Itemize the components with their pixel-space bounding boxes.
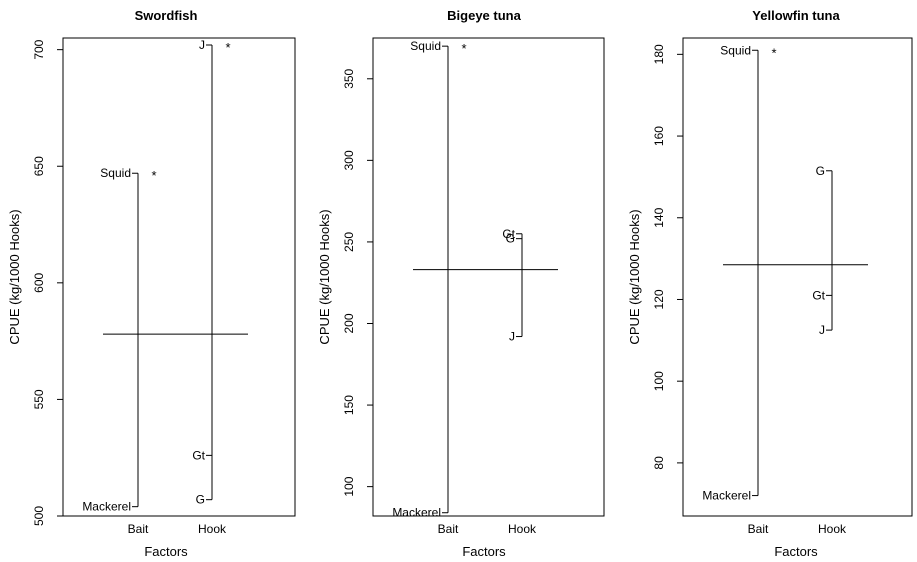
panel2-bait-significance-marker-squid: * [461,41,466,56]
panel3-bait-significance-marker-squid: * [771,45,776,60]
panel2-title: Bigeye tuna [447,8,521,23]
panel3-x-axis-label: Factors [774,544,818,559]
panel3-hook-level-label-gt: Gt [812,288,825,302]
panel3-y-tick-label-100: 100 [652,371,666,391]
panel1-hook-significance-marker-j: * [225,40,230,55]
panel3-title: Yellowfin tuna [752,8,840,23]
panel2-hook-level-label-j: J [509,330,515,344]
panel2-plot-frame [372,37,605,517]
panel1-y-tick-label-500: 500 [32,506,46,526]
panel3-y-tick-label-180: 180 [652,44,666,64]
panel2-hook-level-label-g: G [506,232,515,246]
panel2-hook-factor-label: Hook [508,522,537,536]
panel3-y-tick-label-120: 120 [652,289,666,309]
panel1-y-tick-label-650: 650 [32,156,46,176]
panel2-bait-level-label-mackerel: Mackerel [392,506,441,520]
panel3-y-tick-label-160: 160 [652,126,666,146]
panel1-hook-level-label-j: J [199,38,205,52]
panel1-y-tick-label-550: 550 [32,389,46,409]
panel3-y-tick-label-80: 80 [652,456,666,470]
panel3-y-tick-label-140: 140 [652,207,666,227]
panel1-bait-significance-marker-squid: * [151,168,156,183]
panel2-y-tick-label-300: 300 [342,150,356,170]
panel1-bait-level-label-mackerel: Mackerel [82,500,131,514]
panel2-y-axis-label: CPUE (kg/1000 Hooks) [317,209,332,344]
panel2-y-tick-label-350: 350 [342,68,356,88]
panel1-title: Swordfish [135,8,198,23]
panel2-y-tick-label-100: 100 [342,476,356,496]
panel3-y-axis-label: CPUE (kg/1000 Hooks) [627,209,642,344]
panel3-hook-factor-label: Hook [818,522,847,536]
panel1-y-tick-label-700: 700 [32,39,46,59]
panel2-y-tick-label-150: 150 [342,395,356,415]
panel1-hook-level-label-gt: Gt [192,448,205,462]
panel1-bait-factor-label: Bait [128,522,149,536]
panel1-hook-level-label-g: G [196,493,205,507]
panel1-hook-factor-label: Hook [198,522,227,536]
panel1-x-axis-label: Factors [144,544,188,559]
panel2-x-axis-label: Factors [462,544,506,559]
panel3-plot-frame [682,37,913,517]
panel2-bait-factor-label: Bait [438,522,459,536]
panel1-y-tick-label-600: 600 [32,272,46,292]
panel1-bait-level-label-squid: Squid [100,166,131,180]
panel3-bait-level-label-squid: Squid [720,43,751,57]
panel2-y-tick-label-200: 200 [342,313,356,333]
panel3-hook-level-label-j: J [819,323,825,337]
panel2-y-tick-label-250: 250 [342,232,356,252]
panel3-bait-level-label-mackerel: Mackerel [702,489,751,503]
panel3-bait-factor-label: Bait [748,522,769,536]
panel3-hook-level-label-g: G [816,164,825,178]
panel2-bait-level-label-squid: Squid [410,39,441,53]
panel1-y-axis-label: CPUE (kg/1000 Hooks) [7,209,22,344]
panel1-plot-frame [62,37,296,517]
panel2-hook-level-label-gt: Gt [502,227,515,241]
